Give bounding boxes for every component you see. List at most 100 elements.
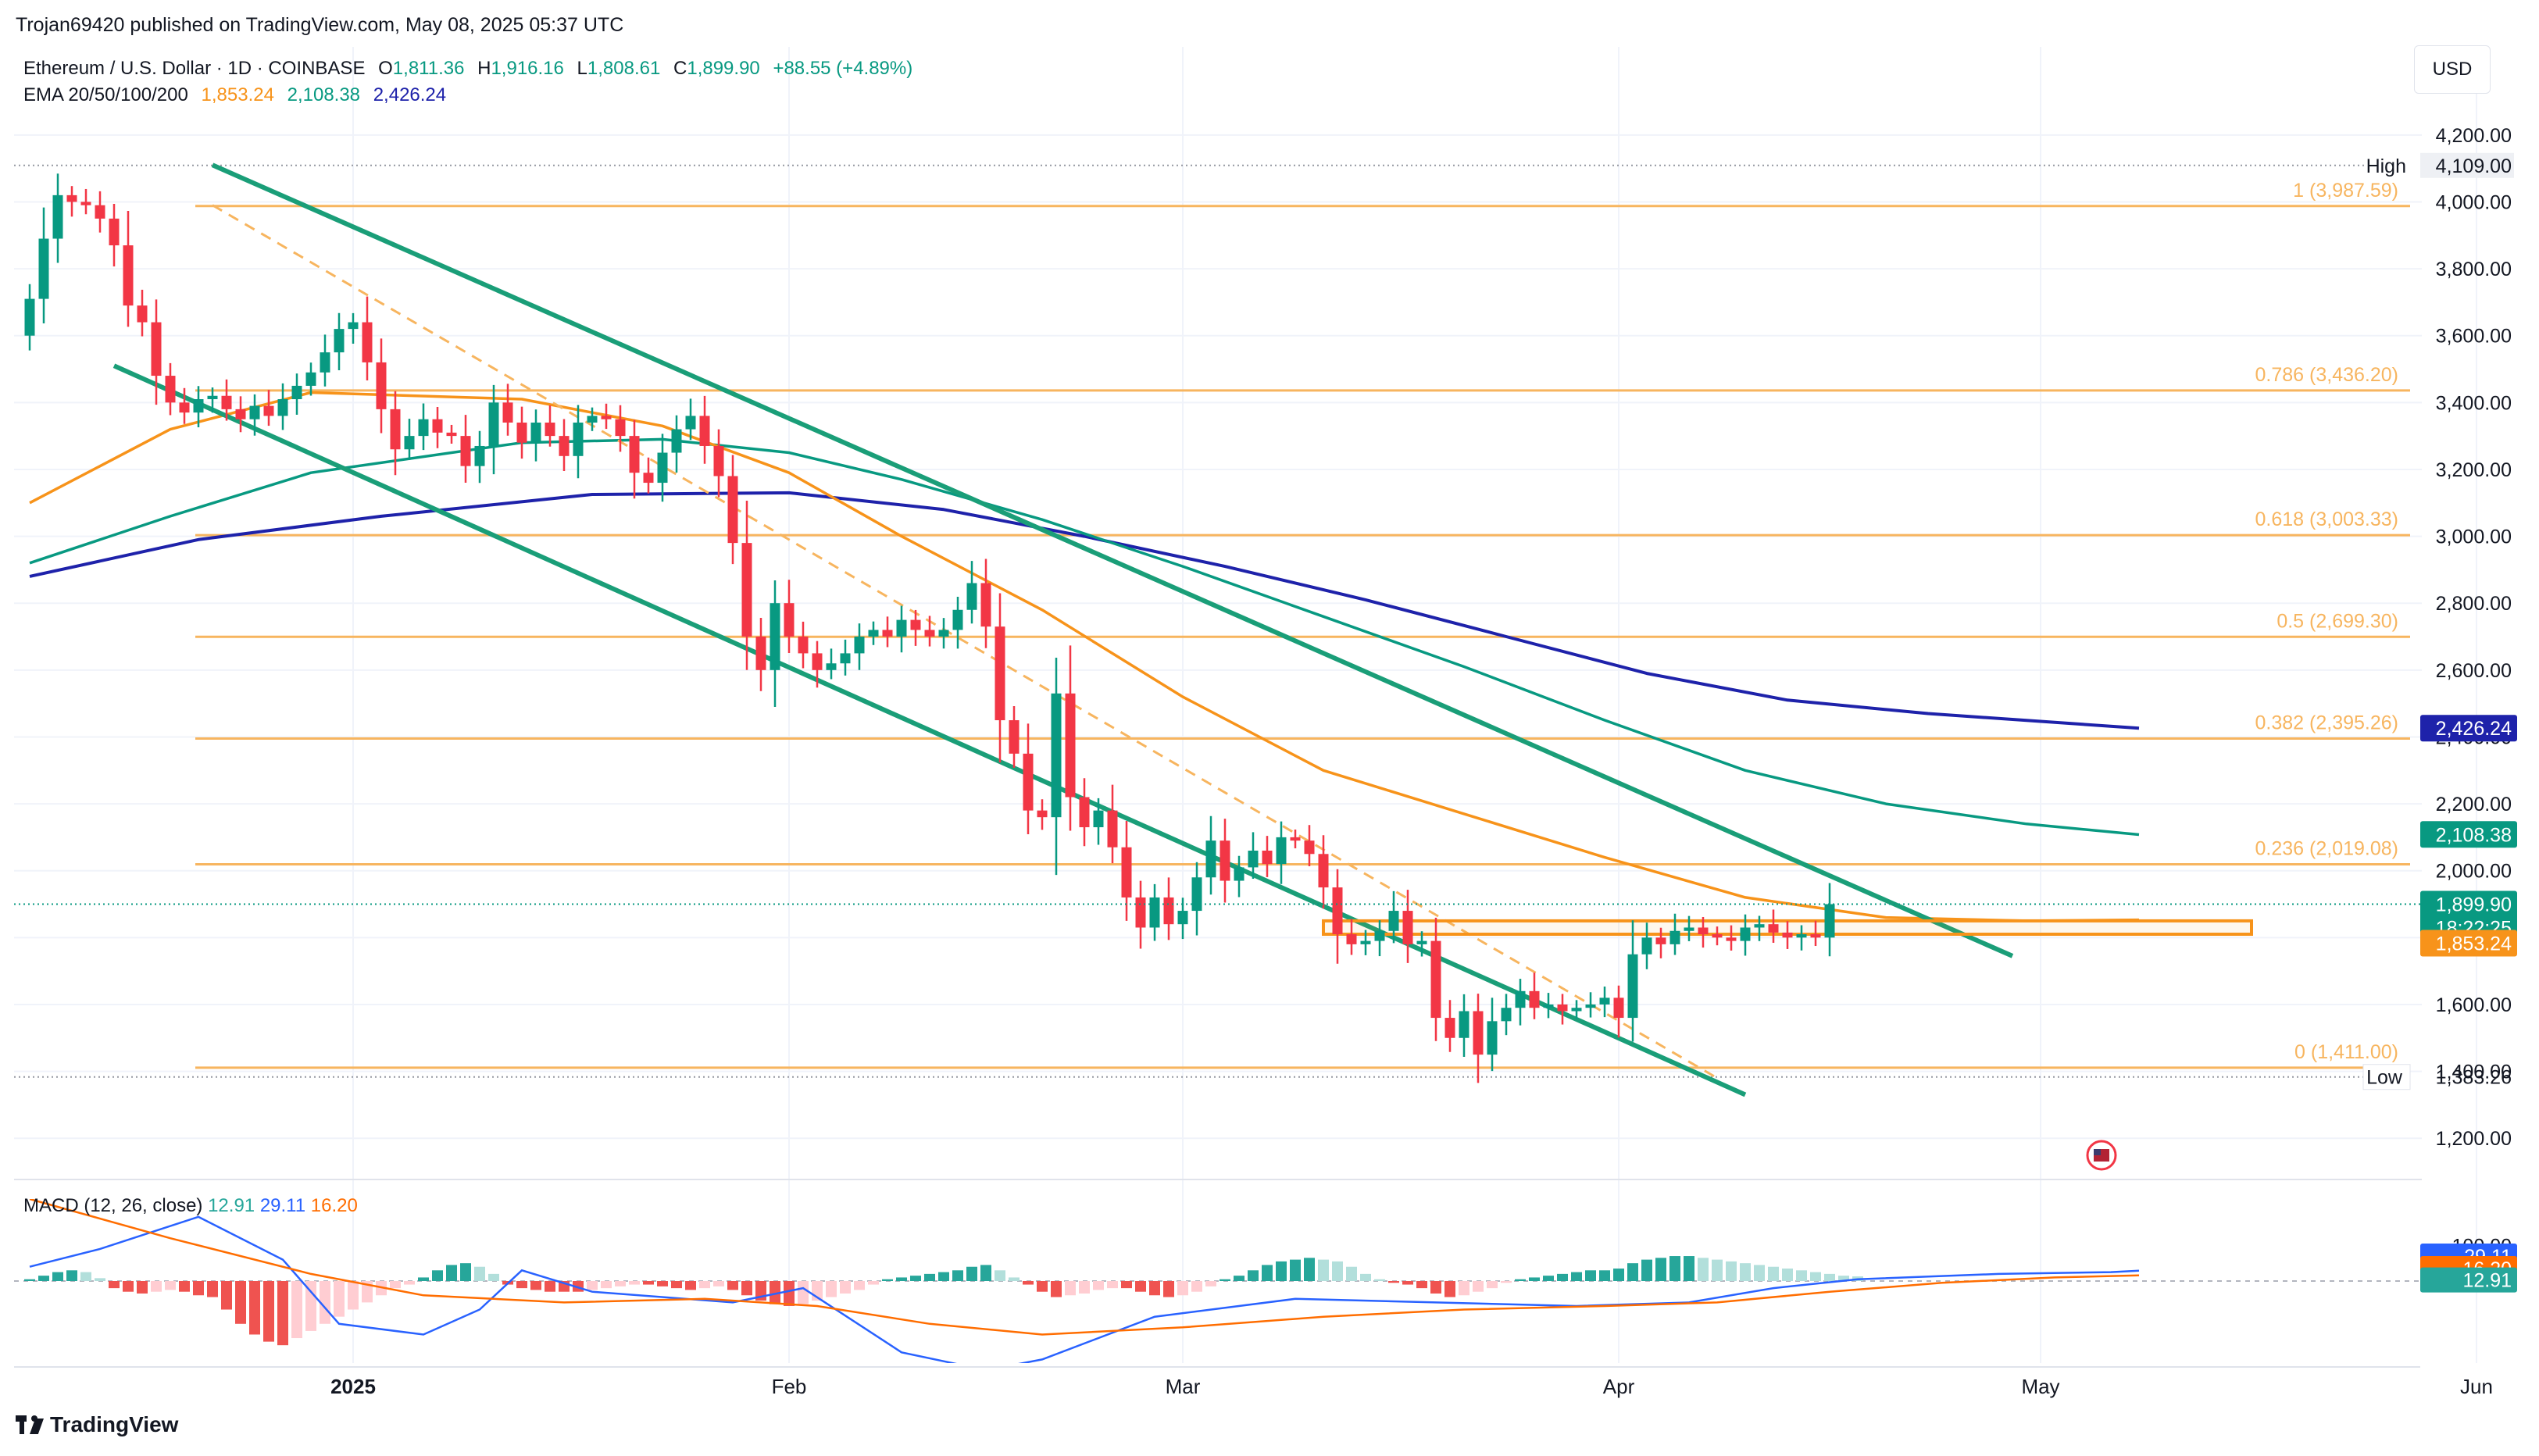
- candles: [24, 173, 1835, 1083]
- fibonacci-levels: 1 (3,987.59) 0.786 (3,436.20) 0.618 (3,003…: [14, 164, 2410, 1078]
- candle-body: [615, 419, 626, 437]
- candle-body: [1754, 924, 1765, 928]
- low-value: 1,808.61: [587, 58, 661, 79]
- price-tick-label: 4,200.00: [2436, 125, 2512, 147]
- candle-body: [502, 402, 513, 423]
- macd-histogram-bar: [1023, 1281, 1034, 1285]
- macd-histogram-bar: [390, 1281, 401, 1289]
- macd-histogram-bar: [1107, 1281, 1118, 1289]
- macd-histogram-bar: [66, 1270, 77, 1281]
- macd-histogram-bar: [784, 1281, 795, 1306]
- macd-histogram-bar: [109, 1281, 120, 1289]
- candle-body: [1487, 1021, 1498, 1055]
- price-tick-label: 2,200.00: [2436, 794, 2512, 815]
- macd-histogram-bar: [1079, 1281, 1090, 1294]
- candle-body: [1824, 904, 1835, 938]
- close-value: 1,899.90: [687, 58, 760, 79]
- open-value: 1,811.36: [392, 58, 465, 79]
- candle-body: [713, 445, 724, 476]
- macd-line-value: 29.11: [259, 1195, 306, 1216]
- macd-histogram-bar: [1402, 1281, 1413, 1285]
- ema50-line: [29, 391, 2140, 922]
- macd-signal-line: [29, 1199, 2140, 1336]
- candle-body: [1051, 693, 1062, 818]
- candle-body: [1726, 937, 1737, 941]
- candle-body: [1360, 940, 1371, 944]
- candle-body: [854, 637, 865, 654]
- macd-histogram-bar: [432, 1270, 443, 1281]
- candle-body: [404, 436, 415, 450]
- candle-body: [587, 416, 598, 423]
- fib-level-label: 0.786 (3,436.20): [2255, 364, 2398, 386]
- price-tick-label: 1,600.00: [2436, 994, 2512, 1016]
- macd-hist-value: 12.91: [208, 1195, 255, 1216]
- change-value: +88.55 (+4.89%): [773, 58, 913, 79]
- macd-histogram-bar: [601, 1281, 612, 1289]
- symbol-name[interactable]: Ethereum / U.S. Dollar · 1D · COINBASE: [23, 58, 366, 79]
- candle-body: [221, 395, 232, 409]
- time-tick-label: Feb: [772, 1375, 807, 1398]
- macd-histogram-bar: [685, 1281, 696, 1290]
- candle-body: [896, 619, 907, 637]
- ema100-axis-label-box: [2420, 821, 2517, 848]
- macd-histogram-bar: [1459, 1281, 1469, 1296]
- candle-body: [882, 630, 893, 637]
- candle-body: [1613, 997, 1624, 1019]
- macd-histogram-bar: [995, 1270, 1005, 1281]
- macd-histogram-bar: [896, 1277, 907, 1281]
- ema200-line: [29, 491, 2140, 730]
- macd-histogram-bar: [80, 1272, 91, 1281]
- macd-histogram-bar: [826, 1281, 837, 1297]
- macd-histogram-bar: [52, 1272, 63, 1281]
- macd-histogram-bar: [460, 1263, 471, 1281]
- currency-button[interactable]: USD: [2414, 45, 2491, 94]
- macd-histogram-bar: [95, 1278, 105, 1281]
- macd-histogram-bar: [488, 1273, 499, 1281]
- ema50-value: 1,853.24: [201, 84, 274, 105]
- candle-body: [348, 322, 359, 330]
- candle-body: [812, 653, 823, 670]
- candle-body: [1248, 851, 1259, 868]
- macd-histogram-bar: [1037, 1281, 1048, 1292]
- ema200-axis-label-box: [2420, 715, 2517, 742]
- macd-histogram-bar: [671, 1281, 682, 1289]
- macd-histogram-bar: [151, 1281, 162, 1292]
- time-tick-label: 2025: [330, 1375, 376, 1398]
- candle-body: [1220, 840, 1230, 881]
- macd-histogram-bar: [446, 1265, 457, 1281]
- candle-body: [1543, 1004, 1554, 1008]
- macd-histogram-bar: [938, 1272, 949, 1281]
- macd-histogram-bar: [1177, 1281, 1188, 1296]
- ema200-axis-label: 2,426.24: [2436, 718, 2512, 740]
- price-tick-label: 3,000.00: [2436, 526, 2512, 548]
- dashed-trend-line: [212, 204, 1718, 1080]
- macd-histogram-bar: [1529, 1277, 1540, 1281]
- tradingview-icon: [16, 1415, 44, 1434]
- high-value: 4,109.00: [2436, 155, 2512, 177]
- macd-histogram-bar: [798, 1281, 809, 1304]
- ema-legend[interactable]: EMA 20/50/100/200 1,853.24 2,108.38 2,42…: [23, 84, 454, 106]
- tradingview-logo[interactable]: TradingView: [16, 1412, 178, 1437]
- macd-histogram-bar: [1684, 1256, 1694, 1281]
- macd-histogram-bar: [1585, 1270, 1596, 1281]
- low-label: Low: [2366, 1067, 2403, 1089]
- macd-histogram-bar: [530, 1281, 541, 1290]
- candle-body: [165, 376, 176, 403]
- candle-body: [1669, 930, 1680, 944]
- macd-histogram-bar: [1543, 1276, 1554, 1281]
- macd-histogram-bar: [1430, 1281, 1441, 1294]
- candle-body: [263, 405, 274, 416]
- macd-histogram-bar: [1655, 1258, 1666, 1281]
- candle-body: [376, 362, 387, 409]
- macd-histogram-bar: [1444, 1281, 1455, 1297]
- candle-body: [1177, 911, 1188, 925]
- price-tick-label: 1,400.00: [2436, 1062, 2512, 1083]
- macd-histogram-bar: [1135, 1281, 1146, 1292]
- macd-histogram-bar: [1332, 1261, 1343, 1281]
- macd-histogram-bar: [1318, 1259, 1329, 1281]
- candle-body: [629, 436, 640, 473]
- price-tick-label: 2,800.00: [2436, 593, 2512, 615]
- macd-histogram-bar: [840, 1281, 851, 1294]
- macd-legend[interactable]: MACD (12, 26, close) 12.91 29.11 16.20: [23, 1195, 358, 1217]
